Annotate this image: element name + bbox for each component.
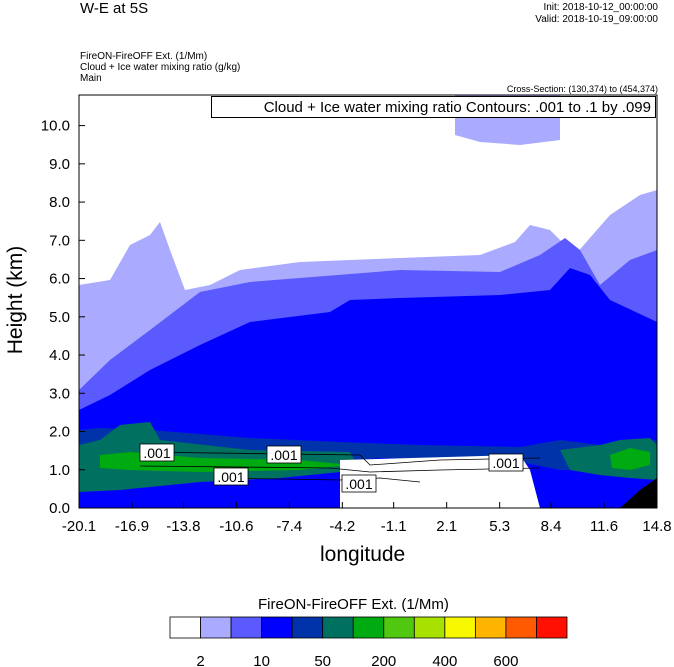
filled-contours <box>79 95 657 508</box>
fill-level-400-east <box>560 438 657 480</box>
init-time: Init: 2018-10-12_00:00:00 <box>543 2 658 13</box>
contour-label-box <box>213 467 249 486</box>
y-tick-label: 10.0 <box>41 118 70 135</box>
y-tick-label: 9.0 <box>49 156 70 173</box>
figure-title: W-E at 5S <box>80 0 149 17</box>
contour-info-label: Cloud + Ice water mixing ratio Contours:… <box>211 96 656 118</box>
colorbar-tick-label: 200 <box>371 653 396 667</box>
y-tick-label: 5.0 <box>49 309 70 326</box>
y-tick-label: 6.0 <box>49 271 70 288</box>
fill-level-400 <box>79 422 360 492</box>
x-tick-label: -10.6 <box>219 518 253 535</box>
colorbar-tick-label: 2 <box>196 653 204 667</box>
x-tick-label: 8.4 <box>541 518 562 535</box>
contour-label-box <box>488 453 524 472</box>
x-tick-label: -4.2 <box>329 518 355 535</box>
y-tick-label: 4.0 <box>49 347 70 364</box>
y-tick-label: 7.0 <box>49 232 70 249</box>
field-label-1: FireON-FireOFF Ext. (1/Mm) <box>80 51 208 62</box>
colorbar-tick-label: 10 <box>253 653 270 667</box>
colorbar-swatch <box>444 616 476 639</box>
colorbar-swatch <box>230 616 263 639</box>
y-tick-label: 2.0 <box>49 424 70 441</box>
x-tick-label: 2.1 <box>436 518 457 535</box>
colorbar-swatch <box>474 616 507 639</box>
colorbar-swatch <box>383 616 415 639</box>
colorbar-tick-label: 600 <box>493 653 518 667</box>
contour-label: .001 <box>143 445 170 461</box>
colorbar: 2 10 50 200 400 600 <box>169 616 568 667</box>
plot-frame <box>78 94 658 509</box>
x-tick-label: 5.3 <box>489 518 510 535</box>
cross-section-label: Cross-Section: (130,374) to (454,374) <box>506 84 658 94</box>
field-label-3: Main <box>80 73 102 84</box>
fill-missing-terrain <box>620 478 657 508</box>
colorbar-swatch <box>352 616 385 639</box>
x-tick-label: -13.8 <box>166 518 200 535</box>
contour-label: .001 <box>270 447 297 463</box>
x-tick-label: -16.9 <box>115 518 149 535</box>
colorbar-swatch <box>169 616 201 639</box>
x-axis-label: longitude <box>320 543 406 566</box>
mixing-ratio-contours: .001 .001 .001 .001 .001 <box>139 443 541 493</box>
colorbar-swatch <box>322 616 354 639</box>
colorbar-tick-label: 400 <box>432 653 457 667</box>
x-tick-label: -1.1 <box>381 518 407 535</box>
y-tick-label: 8.0 <box>49 194 70 211</box>
colorbar-swatch <box>261 616 293 639</box>
y-tick-label: 3.0 <box>49 385 70 402</box>
contour-label: .001 <box>217 469 244 485</box>
colorbar-title: FireON-FireOFF Ext. (1/Mm) <box>258 596 449 613</box>
contour-label-box <box>266 445 302 464</box>
colorbar-tick-label: 50 <box>314 653 331 667</box>
y-tick-label: 1.0 <box>49 462 70 479</box>
colorbar-swatch <box>536 616 568 639</box>
field-label-2: Cloud + Ice water mixing ratio (g/kg) <box>80 62 241 73</box>
x-tick-label: -20.1 <box>62 518 96 535</box>
contour-label: .001 <box>492 455 519 471</box>
y-axis-label: Height (km) <box>4 245 27 355</box>
contour-label: .001 <box>345 476 372 492</box>
valid-time: Valid: 2018-10-19_09:00:00 <box>535 14 658 25</box>
colorbar-swatch <box>413 616 446 639</box>
x-tick-label: 14.8 <box>642 518 671 535</box>
colorbar-swatch <box>505 616 537 639</box>
x-tick-label: -7.4 <box>276 518 302 535</box>
fill-level-600-east <box>610 448 650 470</box>
contour-line <box>139 465 541 473</box>
contour-label-box <box>139 443 175 462</box>
contour-label-box <box>341 474 377 493</box>
colorbar-swatch <box>200 616 232 639</box>
colorbar-swatch <box>291 616 324 639</box>
x-tick-label: 11.6 <box>590 518 618 535</box>
y-tick-label: 0.0 <box>49 500 70 517</box>
